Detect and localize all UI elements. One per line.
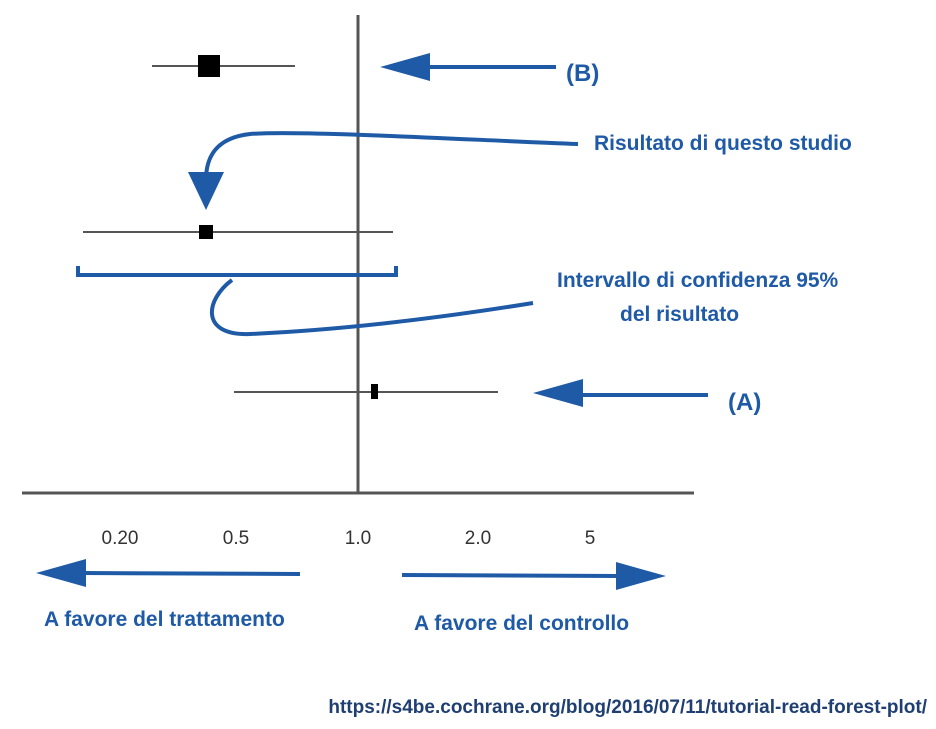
b-label: (B)	[566, 60, 599, 87]
a-arrow-head	[533, 379, 583, 407]
study-b-point-estimate	[198, 55, 220, 77]
ci-label-line-1: Intervallo di confidenza 95%	[557, 269, 839, 292]
right-direction-arrow-head	[616, 562, 666, 590]
result-arrow-curve	[204, 131, 579, 181]
study-a-point-estimate	[371, 384, 378, 399]
tick-label-0: 0.20	[102, 528, 139, 549]
result-arrow-head	[188, 172, 224, 210]
ci-pointer-curve	[209, 278, 534, 337]
right-direction-shaft	[401, 573, 621, 578]
ci-bracket	[76, 266, 398, 277]
source-url: https://s4be.cochrane.org/blog/2016/07/1…	[328, 697, 927, 718]
right-direction-label: A favore del controllo	[414, 612, 629, 635]
b-arrow-head	[380, 53, 430, 81]
left-direction-arrow-head	[36, 559, 86, 587]
left-direction-shaft	[81, 571, 301, 576]
tick-label-3: 2.0	[465, 528, 491, 549]
tick-label-1: 0.5	[223, 528, 249, 549]
left-direction-label: A favore del trattamento	[44, 608, 285, 631]
tick-label-4: 5	[585, 528, 596, 549]
result-label: Risultato di questo studio	[594, 132, 852, 155]
ci-label-line-2: del risultato	[620, 303, 739, 326]
a-label: (A)	[728, 389, 761, 416]
tick-label-2: 1.0	[345, 528, 371, 549]
study-result-point-estimate	[199, 225, 213, 239]
